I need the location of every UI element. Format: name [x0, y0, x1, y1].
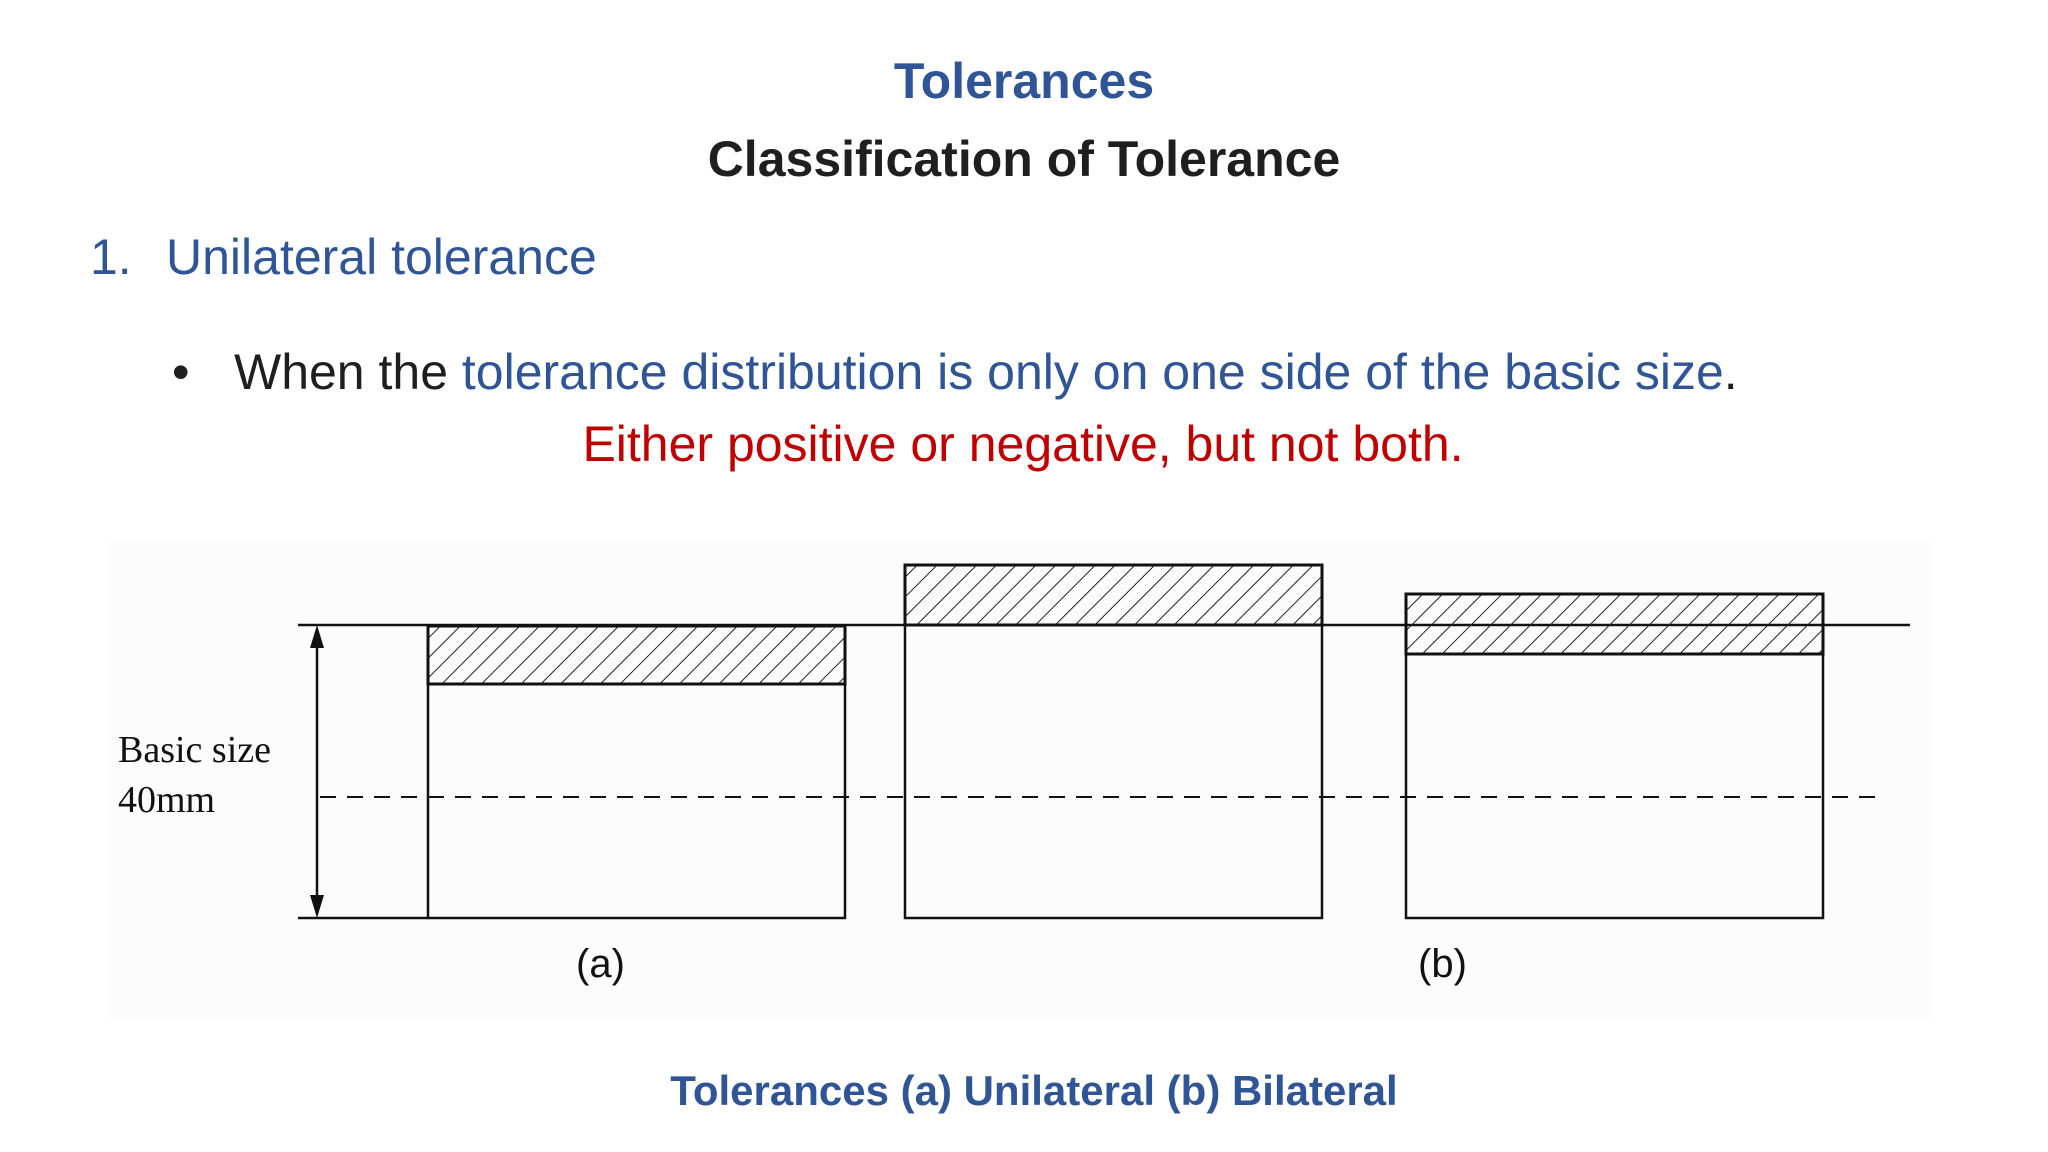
part-box-a — [426, 682, 847, 920]
hatch-zone-b — [1404, 592, 1825, 656]
emphasis-label: Either positive or negative, but not bot… — [582, 416, 1464, 472]
bullet-highlight: tolerance distribution is only on one si… — [461, 344, 1724, 400]
slide-title: Tolerances — [893, 53, 1155, 109]
item-label: Unilateral tolerance — [166, 229, 597, 285]
bullet-icon: • — [172, 344, 190, 400]
figure-caption: Tolerances (a) Unilateral (b) Bilateral — [670, 1067, 1398, 1114]
tolerance-diagram-svg: Basic size 40mm (a) (b) — [118, 563, 1910, 986]
emphasis-text: Either positive or negative, but not bot… — [0, 415, 2048, 473]
label-b: (b) — [1418, 942, 1467, 986]
hatch-zone-a — [426, 624, 847, 686]
slide-subtitle: Classification of Tolerance — [707, 131, 1341, 187]
part-box-b — [1404, 652, 1825, 920]
bullet-point: • When the tolerance distribution is only… — [172, 343, 1738, 401]
label-a: (a) — [576, 942, 625, 986]
tolerance-diagram: Basic size 40mm (a) (b) — [110, 540, 1930, 1020]
basic-size-label: Basic size — [118, 729, 271, 771]
bullet-suffix: . — [1723, 344, 1738, 400]
part-box-middle — [903, 623, 1324, 920]
hatch-zone-middle — [903, 563, 1324, 627]
bullet-prefix: When the — [234, 344, 462, 400]
arrow-up-icon — [310, 625, 324, 648]
numbered-item: 1. Unilateral tolerance — [90, 228, 597, 286]
dimension-label: 40mm — [118, 779, 215, 821]
arrow-down-icon — [310, 895, 324, 918]
item-number: 1. — [90, 229, 132, 285]
